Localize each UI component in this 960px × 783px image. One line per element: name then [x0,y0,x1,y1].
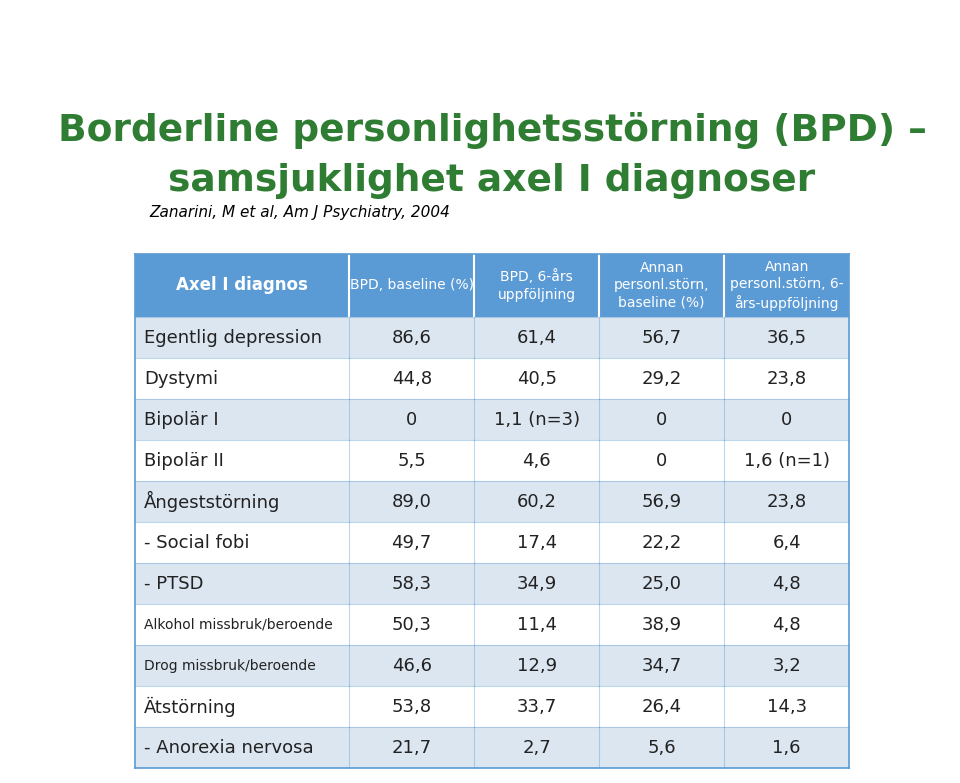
Text: 2,7: 2,7 [522,738,551,756]
Text: 23,8: 23,8 [767,370,806,388]
Bar [134,254,349,317]
Text: 49,7: 49,7 [392,533,432,551]
Bar [134,645,849,686]
Text: Zanarini, M et al, Am J Psychiatry, 2004: Zanarini, M et al, Am J Psychiatry, 2004 [150,205,450,221]
Text: Egentlig depression: Egentlig depression [144,329,322,347]
Text: 1,6: 1,6 [773,738,801,756]
Text: 34,7: 34,7 [641,656,682,674]
Text: 21,7: 21,7 [392,738,432,756]
Text: 89,0: 89,0 [392,493,432,511]
Text: 4,8: 4,8 [772,615,801,633]
Text: 0: 0 [781,410,792,428]
Text: BPD, baseline (%): BPD, baseline (%) [349,279,473,292]
Bar [599,254,724,317]
Bar [134,440,849,481]
Text: Annan
personl.störn, 6-
års-uppföljning: Annan personl.störn, 6- års-uppföljning [730,260,844,311]
Text: Annan
personl.störn,
baseline (%): Annan personl.störn, baseline (%) [613,261,709,310]
Text: Ätstörning: Ätstörning [144,696,236,716]
Bar [134,686,849,727]
Text: 26,4: 26,4 [641,698,682,716]
Text: 60,2: 60,2 [516,493,557,511]
Text: 12,9: 12,9 [516,656,557,674]
Text: 11,4: 11,4 [516,615,557,633]
Text: Bipolär I: Bipolär I [144,410,219,428]
Text: 29,2: 29,2 [641,370,682,388]
Text: 86,6: 86,6 [392,329,432,347]
Text: - PTSD: - PTSD [144,575,204,593]
Text: BPD, 6-års
uppföljning: BPD, 6-års uppföljning [497,269,576,301]
Text: 5,6: 5,6 [647,738,676,756]
Text: 58,3: 58,3 [392,575,432,593]
Bar [474,254,599,317]
Text: 0: 0 [406,410,418,428]
Bar [349,254,474,317]
Text: 38,9: 38,9 [641,615,682,633]
Bar [134,481,849,522]
Text: Dystymi: Dystymi [144,370,218,388]
Text: 0: 0 [656,452,667,470]
Bar [134,317,849,358]
Text: 56,7: 56,7 [641,329,682,347]
Text: Axel I diagnos: Axel I diagnos [176,276,308,294]
Text: Borderline personlighetsstörning (BPD) –: Borderline personlighetsstörning (BPD) – [58,112,926,149]
Text: 61,4: 61,4 [516,329,557,347]
Text: 4,6: 4,6 [522,452,551,470]
Text: 1,6 (n=1): 1,6 (n=1) [744,452,829,470]
Text: 46,6: 46,6 [392,656,432,674]
Text: 44,8: 44,8 [392,370,432,388]
Text: 1,1 (n=3): 1,1 (n=3) [493,410,580,428]
Bar [134,522,849,563]
Text: 25,0: 25,0 [641,575,682,593]
Text: - Social fobi: - Social fobi [144,533,250,551]
Text: 40,5: 40,5 [516,370,557,388]
Text: 34,9: 34,9 [516,575,557,593]
Bar [134,563,849,604]
Text: 50,3: 50,3 [392,615,432,633]
Bar [134,604,849,645]
Text: Drog missbruk/beroende: Drog missbruk/beroende [144,659,316,673]
Text: 5,5: 5,5 [397,452,426,470]
Bar [134,727,849,768]
Text: 6,4: 6,4 [772,533,801,551]
Text: Alkohol missbruk/beroende: Alkohol missbruk/beroende [144,618,332,632]
Bar [134,358,849,399]
Bar [724,254,849,317]
Text: 23,8: 23,8 [767,493,806,511]
Text: 14,3: 14,3 [767,698,806,716]
Text: samsjuklighet axel I diagnoser: samsjuklighet axel I diagnoser [168,164,816,200]
Bar [134,399,849,440]
Text: 36,5: 36,5 [767,329,806,347]
Text: 4,8: 4,8 [772,575,801,593]
Text: Bipolär II: Bipolär II [144,452,224,470]
Text: 17,4: 17,4 [516,533,557,551]
Text: 33,7: 33,7 [516,698,557,716]
Text: 53,8: 53,8 [392,698,432,716]
Text: Ångeststörning: Ångeststörning [144,491,280,512]
Text: 56,9: 56,9 [641,493,682,511]
Text: - Anorexia nervosa: - Anorexia nervosa [144,738,313,756]
Text: 22,2: 22,2 [641,533,682,551]
Text: 0: 0 [656,410,667,428]
Text: 3,2: 3,2 [772,656,801,674]
